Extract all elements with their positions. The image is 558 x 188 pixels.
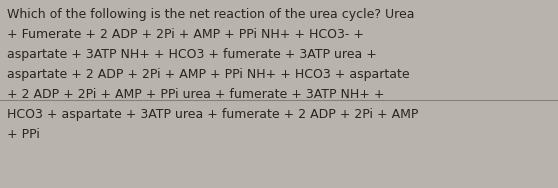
Text: + Fumerate + 2 ADP + 2Pi + AMP + PPi NH+ + HCO3- +: + Fumerate + 2 ADP + 2Pi + AMP + PPi NH+…	[7, 28, 364, 41]
Text: Which of the following is the net reaction of the urea cycle? Urea: Which of the following is the net reacti…	[7, 8, 414, 21]
Text: + PPi: + PPi	[7, 128, 40, 141]
Text: HCO3 + aspartate + 3ATP urea + fumerate + 2 ADP + 2Pi + AMP: HCO3 + aspartate + 3ATP urea + fumerate …	[7, 108, 418, 121]
Text: + 2 ADP + 2Pi + AMP + PPi urea + fumerate + 3ATP NH+ +: + 2 ADP + 2Pi + AMP + PPi urea + fumerat…	[7, 88, 384, 101]
Text: aspartate + 3ATP NH+ + HCO3 + fumerate + 3ATP urea +: aspartate + 3ATP NH+ + HCO3 + fumerate +…	[7, 48, 377, 61]
Text: aspartate + 2 ADP + 2Pi + AMP + PPi NH+ + HCO3 + aspartate: aspartate + 2 ADP + 2Pi + AMP + PPi NH+ …	[7, 68, 410, 81]
